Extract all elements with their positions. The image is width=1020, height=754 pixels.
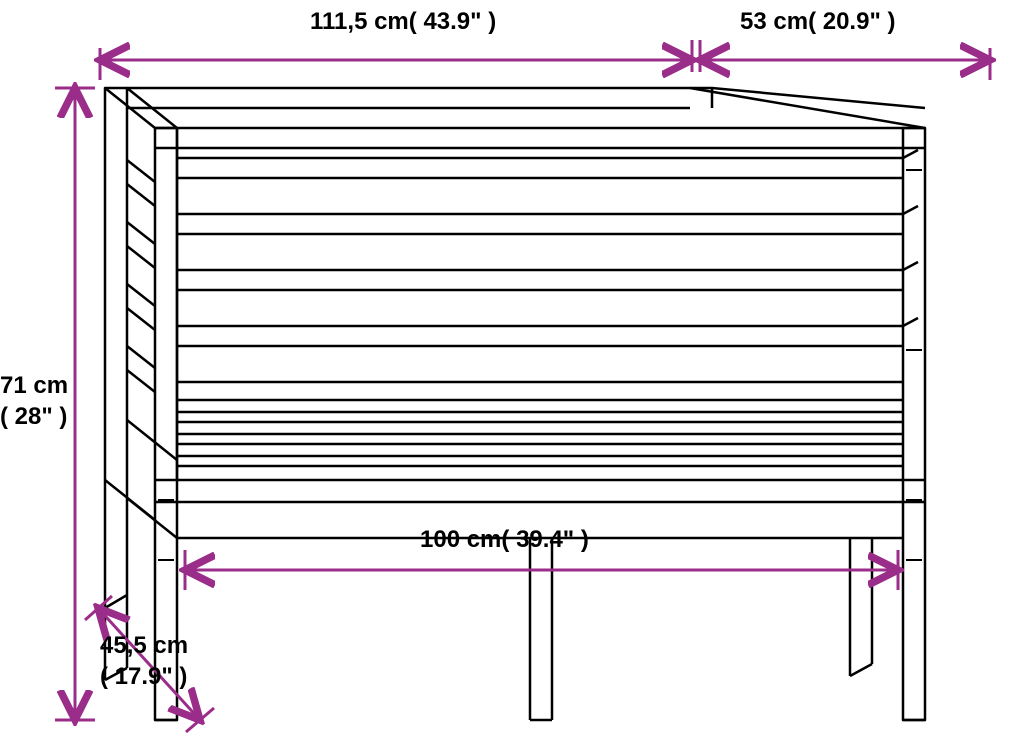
label-depth-top: 53 cm( 20.9" ) — [740, 8, 896, 36]
left-side-slats — [127, 160, 155, 392]
bench-drawing — [105, 88, 925, 720]
label-width-top: 111,5 cm( 43.9" ) — [310, 8, 496, 36]
label-seat-depth: 45,5 cm( 17.9" ) — [100, 630, 188, 692]
label-inner-width: 100 cm( 39.4" ) — [420, 526, 589, 554]
label-height-left: 71 cm( 28" ) — [0, 370, 68, 432]
back-panel-slats — [177, 158, 903, 382]
seat-slats — [177, 400, 903, 466]
right-side-slats — [903, 150, 918, 326]
